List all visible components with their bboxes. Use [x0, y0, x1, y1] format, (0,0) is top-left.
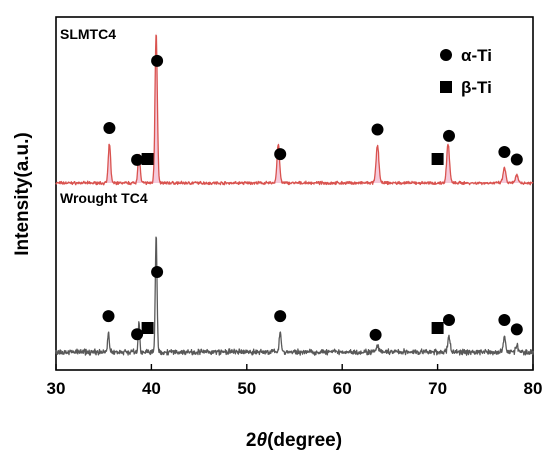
y-axis-label: Intensity(a.u.) — [12, 132, 33, 256]
beta-ti-marker-slmtc4-1 — [431, 153, 444, 165]
beta-ti-marker-slmtc4-0 — [141, 153, 154, 165]
alpha-ti-marker-wrought-tc4-6 — [498, 314, 511, 326]
legend: α-Ti β-Ti — [440, 46, 492, 97]
legend-beta-marker-icon — [440, 81, 452, 93]
legend-beta-label: β-Ti — [461, 78, 492, 97]
x-axis-ticks: 30 40 50 60 70 80 — [47, 364, 543, 398]
series-label-slmtc4: SLMTC4 — [60, 26, 116, 42]
peak-shade-slmtc4-3 — [273, 142, 284, 183]
alpha-ti-marker-slmtc4-1 — [131, 153, 144, 166]
plot-frame — [55, 16, 534, 371]
alpha-ti-marker-slmtc4-6 — [498, 146, 511, 158]
alpha-ti-marker-slmtc4-2 — [151, 54, 164, 67]
x-axis-label-suffix: (degree) — [267, 430, 342, 451]
peak-shade-slmtc4-0 — [104, 142, 115, 183]
alpha-ti-marker-wrought-tc4-3 — [274, 310, 287, 323]
alpha-ti-marker-wrought-tc4-1 — [131, 328, 144, 341]
marker-layer — [102, 54, 523, 341]
alpha-ti-marker-slmtc4-7 — [510, 153, 523, 166]
alpha-ti-marker-slmtc4-5 — [443, 129, 455, 142]
x-tick-label-50: 50 — [237, 379, 256, 398]
alpha-ti-marker-wrought-tc4-5 — [443, 314, 455, 326]
beta-ti-marker-wrought-tc4-0 — [141, 322, 154, 334]
alpha-ti-marker-slmtc4-0 — [103, 122, 116, 134]
x-tick-label-70: 70 — [428, 379, 447, 398]
x-axis-label-prefix: 2 — [246, 430, 257, 451]
series-label-wrought-tc4: Wrought TC4 — [60, 190, 148, 206]
x-tick-label-30: 30 — [47, 379, 66, 398]
alpha-ti-marker-slmtc4-4 — [371, 123, 384, 136]
x-axis-label: 2θ(degree) — [246, 430, 342, 451]
alpha-ti-marker-wrought-tc4-0 — [102, 310, 115, 323]
alpha-ti-marker-wrought-tc4-7 — [510, 323, 523, 336]
x-tick-label-60: 60 — [333, 379, 352, 398]
legend-alpha-label: α-Ti — [461, 46, 492, 65]
peak-shade-slmtc4-1 — [134, 152, 144, 183]
series-line-wrought-tc4 — [55, 236, 534, 356]
alpha-ti-marker-wrought-tc4-2 — [151, 266, 164, 278]
x-tick-label-80: 80 — [524, 379, 543, 398]
legend-alpha-marker-icon — [440, 49, 452, 61]
series-line-slmtc4 — [55, 34, 534, 186]
beta-ti-marker-wrought-tc4-1 — [431, 322, 444, 334]
peak-shade-slmtc4-2 — [151, 31, 161, 183]
alpha-ti-marker-slmtc4-3 — [274, 148, 287, 161]
x-tick-label-40: 40 — [142, 379, 161, 398]
series-layer — [55, 31, 534, 356]
alpha-ti-marker-wrought-tc4-4 — [369, 328, 382, 341]
x-axis-label-symbol: θ — [257, 430, 268, 451]
